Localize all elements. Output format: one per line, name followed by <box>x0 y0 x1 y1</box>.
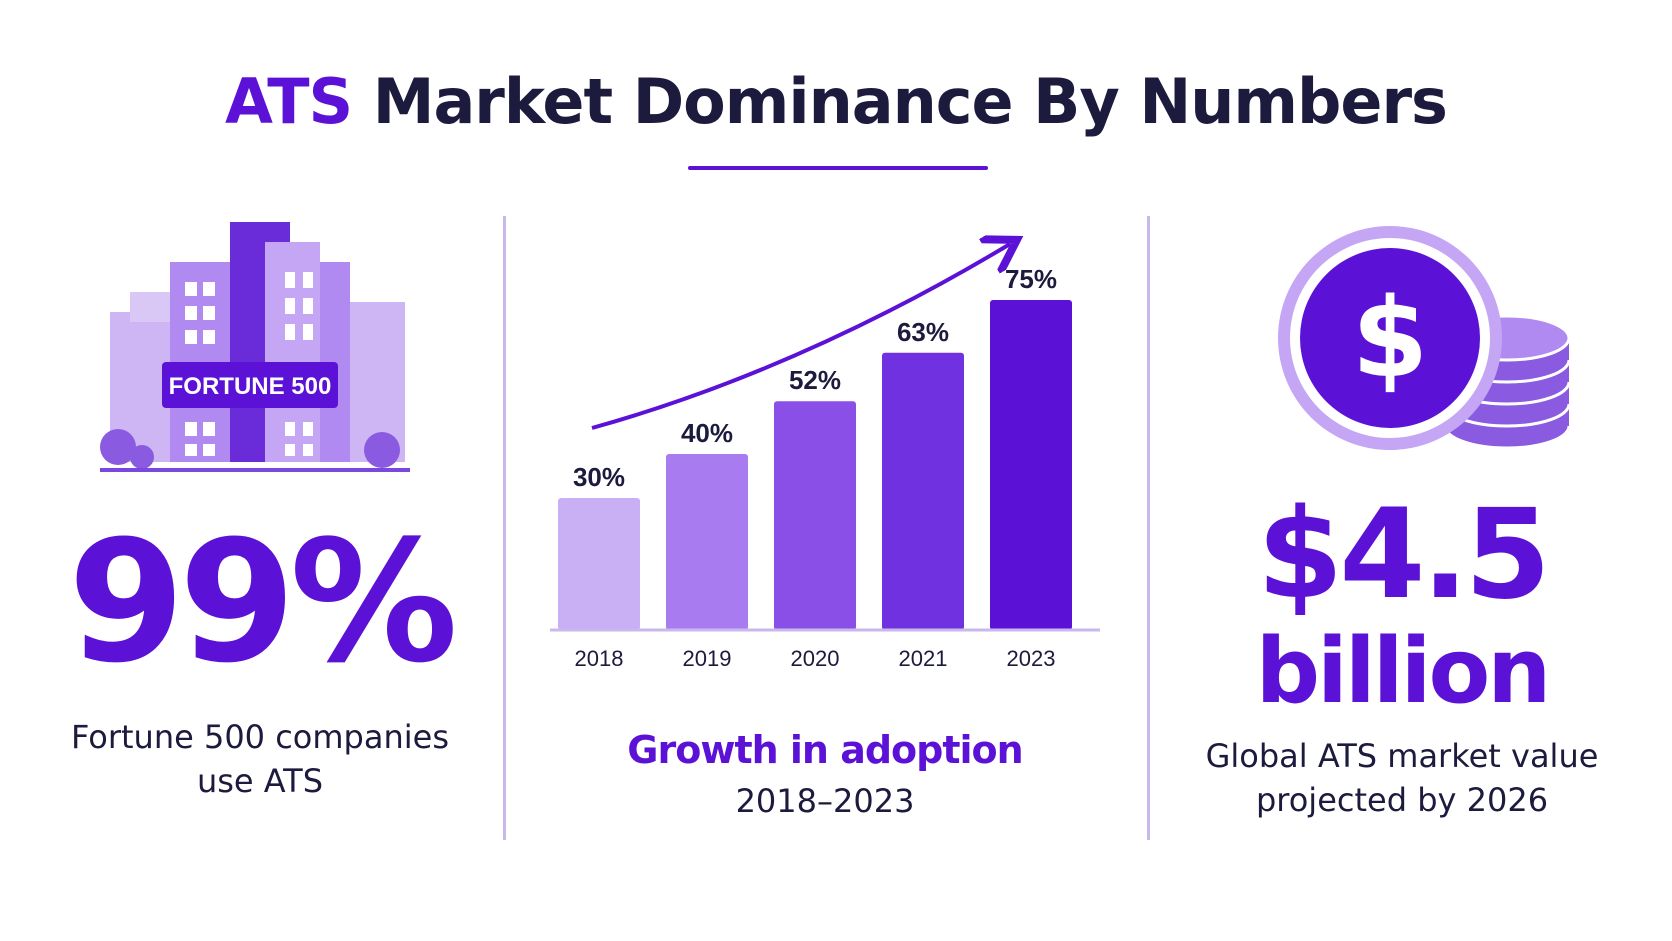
page-title: ATS Market Dominance By Numbers <box>0 62 1672 142</box>
x-tick-2020: 2020 <box>791 646 840 671</box>
fortune-500-description: Fortune 500 companies use ATS <box>40 715 480 803</box>
description-line: Global ATS market value <box>1205 737 1599 775</box>
office-building-icon: FORTUNE 500 <box>100 222 420 486</box>
x-tick-2019: 2019 <box>683 646 732 671</box>
divider-left <box>503 216 506 840</box>
market-value-amount: $4.5 <box>1257 483 1551 627</box>
chart-title: Growth in adoption <box>627 728 1023 772</box>
bar-2023 <box>990 300 1072 630</box>
svg-text:$: $ <box>1352 274 1429 402</box>
trend-arrow <box>591 244 1010 430</box>
description-line: Fortune 500 companies <box>70 718 449 756</box>
fortune-500-stat: 99% <box>67 504 458 700</box>
description-line: projected by 2026 <box>1255 781 1549 819</box>
data-label-2020: 52% <box>789 365 841 395</box>
bar-2021 <box>882 352 964 630</box>
title-rest: Market Dominance By Numbers <box>352 65 1448 138</box>
market-value-description: Global ATS market value projected by 202… <box>1172 734 1632 822</box>
x-tick-2018: 2018 <box>575 646 624 671</box>
description-line: use ATS <box>196 762 324 800</box>
adoption-bar-chart: 30% 2018 40% 2019 52% 2020 63% 2021 75% 2023 <box>550 210 1100 671</box>
data-label-2018: 30% <box>573 462 625 492</box>
title-underline <box>688 166 988 170</box>
bar-2020 <box>774 401 856 630</box>
bar-2018 <box>558 498 640 630</box>
data-label-2023: 75% <box>1005 264 1057 294</box>
x-tick-2021: 2021 <box>899 646 948 671</box>
data-label-2019: 40% <box>681 418 733 448</box>
bar-2019 <box>666 454 748 630</box>
divider-right <box>1147 216 1150 840</box>
title-accent: ATS <box>225 65 353 138</box>
chart-subtitle: 2018–2023 <box>735 782 915 820</box>
market-value-unit: billion <box>1255 619 1552 724</box>
data-label-2021: 63% <box>897 317 949 347</box>
fortune-500-badge: FORTUNE 500 <box>169 373 332 400</box>
x-tick-2023: 2023 <box>1007 646 1056 671</box>
dollar-coin-stack-icon: $ <box>1262 226 1582 460</box>
